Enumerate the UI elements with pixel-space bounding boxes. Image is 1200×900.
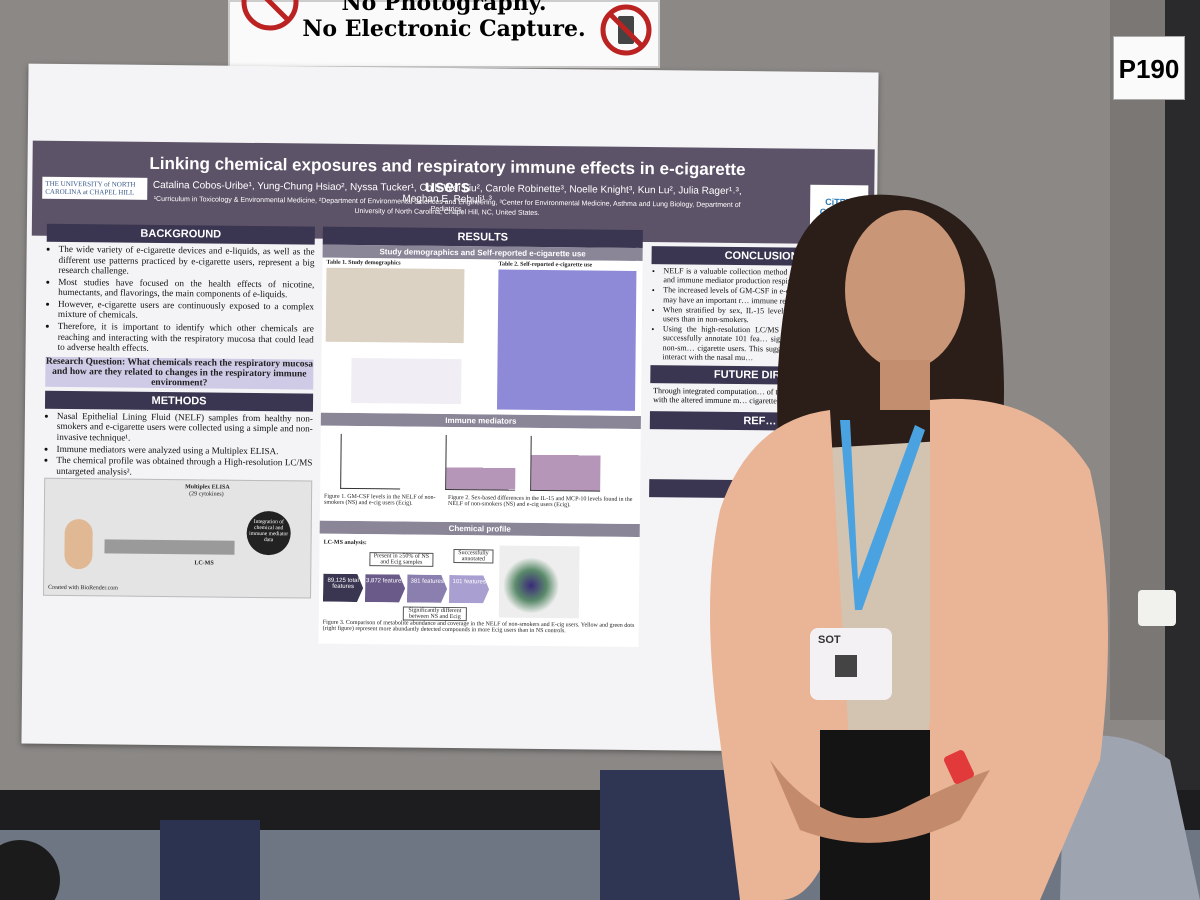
sign: No Photography. No Electronic Capture. <box>228 0 660 68</box>
no-phone-icon <box>600 4 652 56</box>
sign-line: No Photography. <box>341 0 547 16</box>
booth-number: P190 <box>1113 36 1185 100</box>
no-camera-icon <box>241 0 299 31</box>
badge-text: SOT <box>818 634 841 646</box>
sign-line: No Electronic Capture. <box>302 16 586 42</box>
